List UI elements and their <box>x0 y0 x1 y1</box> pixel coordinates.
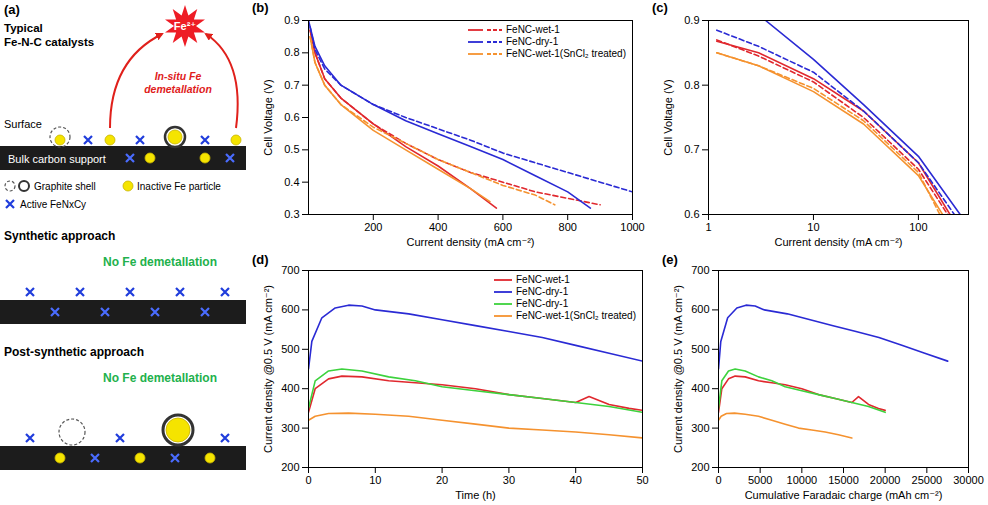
svg-text:Graphite shell: Graphite shell <box>34 181 96 192</box>
svg-text:0.6: 0.6 <box>684 208 699 220</box>
svg-text:30000: 30000 <box>953 474 984 486</box>
svg-text:Synthetic approach: Synthetic approach <box>4 229 115 243</box>
svg-text:Bulk carbon support: Bulk carbon support <box>8 153 106 165</box>
html-text:FeNC-wet-1(SnCl₂ treated): FeNC-wet-1(SnCl₂ treated) <box>516 310 636 321</box>
svg-text:10: 10 <box>369 474 381 486</box>
svg-text:0: 0 <box>305 474 311 486</box>
svg-text:Post-synthetic approach: Post-synthetic approach <box>4 345 144 359</box>
svg-text:400: 400 <box>281 382 299 394</box>
svg-text:0.7: 0.7 <box>684 143 699 155</box>
svg-text:0.5: 0.5 <box>284 143 299 155</box>
svg-text:0: 0 <box>715 474 721 486</box>
html-text:FeNC-wet-1(SnCl₂ treated): FeNC-wet-1(SnCl₂ treated) <box>506 48 626 59</box>
svg-text:Surface: Surface <box>4 118 42 130</box>
svg-text:1: 1 <box>705 221 711 233</box>
svg-text:500: 500 <box>691 343 709 355</box>
svg-text:No Fe demetallation: No Fe demetallation <box>103 371 217 385</box>
svg-text:300: 300 <box>281 422 299 434</box>
svg-text:Cell Voltage (V): Cell Voltage (V) <box>662 79 674 155</box>
svg-text:Fe-N-C catalysts: Fe-N-C catalysts <box>4 36 94 48</box>
svg-text:(a): (a) <box>4 2 20 17</box>
svg-text:200: 200 <box>691 461 709 473</box>
svg-text:500: 500 <box>281 343 299 355</box>
svg-text:0.9: 0.9 <box>684 14 699 26</box>
svg-text:In-situ Fe: In-situ Fe <box>155 70 202 82</box>
svg-text:No Fe demetallation: No Fe demetallation <box>103 255 217 269</box>
svg-text:1000: 1000 <box>620 221 644 233</box>
svg-text:demetallation: demetallation <box>144 83 212 95</box>
svg-text:600: 600 <box>281 303 299 315</box>
svg-text:40: 40 <box>570 474 582 486</box>
svg-text:Cumulative Faradaic charge (mA: Cumulative Faradaic charge (mAh cm⁻²) <box>745 489 943 501</box>
svg-text:Cell Voltage (V): Cell Voltage (V) <box>262 79 274 155</box>
svg-text:0.8: 0.8 <box>284 46 299 58</box>
svg-text:10000: 10000 <box>787 474 818 486</box>
svg-text:20: 20 <box>436 474 448 486</box>
svg-text:800: 800 <box>559 221 577 233</box>
html-text:FeNC-dry-1: FeNC-dry-1 <box>516 298 569 309</box>
svg-text:Typical: Typical <box>4 22 43 34</box>
html-text:FeNC-dry-1: FeNC-dry-1 <box>506 36 559 47</box>
svg-text:600: 600 <box>494 221 512 233</box>
svg-text:0.8: 0.8 <box>684 79 699 91</box>
svg-text:700: 700 <box>281 264 299 276</box>
html-text:FeNC-wet-1: FeNC-wet-1 <box>506 24 560 35</box>
svg-text:400: 400 <box>429 221 447 233</box>
svg-text:Current density @0.5 V (mA cm⁻: Current density @0.5 V (mA cm⁻²) <box>262 285 274 453</box>
svg-text:400: 400 <box>691 382 709 394</box>
html-text:FeNC-wet-1: FeNC-wet-1 <box>516 274 570 285</box>
svg-text:0.3: 0.3 <box>284 208 299 220</box>
svg-text:50: 50 <box>636 474 648 486</box>
html-text:(b): (b) <box>252 0 269 15</box>
svg-text:700: 700 <box>691 264 709 276</box>
svg-text:200: 200 <box>364 221 382 233</box>
html-text:(e): (e) <box>662 252 678 267</box>
svg-text:30: 30 <box>503 474 515 486</box>
svg-text:Fe²⁺: Fe²⁺ <box>174 20 197 32</box>
svg-text:20000: 20000 <box>870 474 901 486</box>
svg-text:25000: 25000 <box>912 474 943 486</box>
svg-text:0.6: 0.6 <box>284 111 299 123</box>
svg-text:Active FeNxCy: Active FeNxCy <box>20 199 86 210</box>
svg-text:0.7: 0.7 <box>284 79 299 91</box>
svg-text:0.9: 0.9 <box>284 14 299 26</box>
html-text:(d): (d) <box>252 252 269 267</box>
svg-text:Inactive Fe particle: Inactive Fe particle <box>137 181 221 192</box>
svg-text:200: 200 <box>281 461 299 473</box>
svg-text:Current density @0.5 V (mA cm⁻: Current density @0.5 V (mA cm⁻²) <box>672 285 684 453</box>
svg-text:Time (h): Time (h) <box>455 489 496 501</box>
svg-text:300: 300 <box>691 422 709 434</box>
html-text:(c): (c) <box>652 0 668 15</box>
svg-text:15000: 15000 <box>828 474 859 486</box>
svg-text:100: 100 <box>909 221 927 233</box>
svg-text:Current density (mA cm⁻²): Current density (mA cm⁻²) <box>774 236 902 248</box>
svg-text:10: 10 <box>807 221 819 233</box>
svg-text:600: 600 <box>691 303 709 315</box>
svg-text:Current density (mA cm⁻²): Current density (mA cm⁻²) <box>406 236 534 248</box>
svg-text:5000: 5000 <box>748 474 772 486</box>
html-text:FeNC-dry-1: FeNC-dry-1 <box>516 286 569 297</box>
svg-text:0.4: 0.4 <box>284 176 299 188</box>
